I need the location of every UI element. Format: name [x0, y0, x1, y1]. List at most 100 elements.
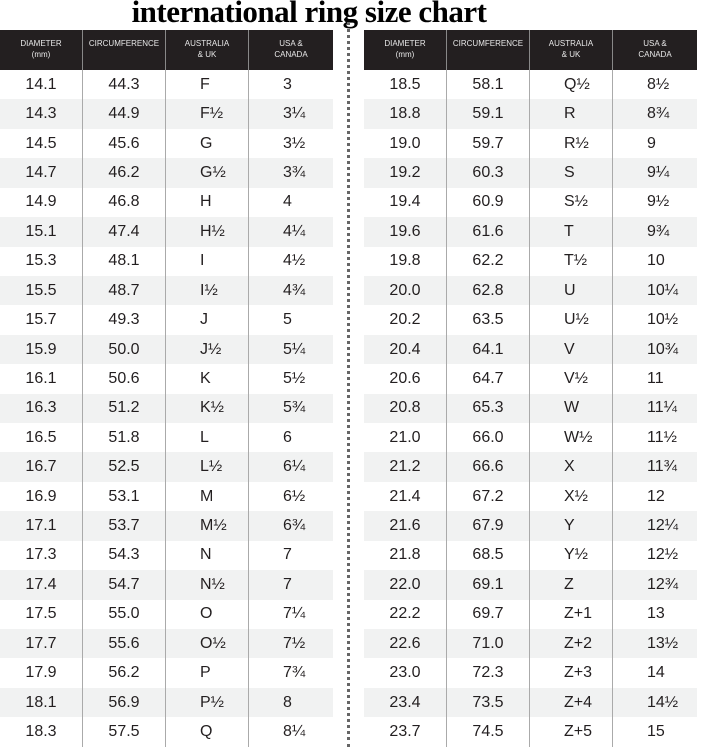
table-row: 15.5 48.7 I½ 4¾ — [0, 275, 333, 306]
header-line: CANADA — [638, 50, 672, 59]
cell-diameter: 21.8 — [364, 540, 447, 571]
cell-circumference: 66.6 — [447, 452, 530, 482]
cell-usa-canada: 5 — [283, 311, 292, 329]
table-row: 19.4 60.9 S½ 9½ — [364, 187, 697, 218]
cell-australia-uk: J — [166, 305, 249, 335]
cell-diameter: 17.1 — [0, 511, 83, 541]
cell-usa-canada: 4 — [283, 193, 292, 211]
table-row: 14.1 44.3 F 3 — [0, 70, 333, 100]
cell-australia-uk: W½ — [530, 423, 613, 453]
header-line: USA & — [643, 39, 667, 48]
cell-australia-uk: Z+1 — [530, 599, 613, 630]
table-row: 21.4 67.2 X½ 12 — [364, 481, 697, 512]
table-row: 19.2 60.3 S 9¼ — [364, 158, 697, 188]
header-line: (mm) — [31, 50, 51, 59]
cell-australia-uk: H — [166, 187, 249, 218]
table-row: 16.3 51.2 K½ 5¾ — [0, 393, 333, 424]
table-row: 20.0 62.8 U 10¼ — [364, 275, 697, 306]
cell-circumference: 53.1 — [83, 481, 166, 512]
cell-usa-canada: 7 — [283, 546, 292, 564]
cell-diameter: 19.4 — [364, 187, 447, 218]
cell-diameter: 17.4 — [0, 570, 83, 600]
cell-diameter: 22.6 — [364, 629, 447, 659]
header-diameter: DIAMETER (mm) — [0, 30, 83, 70]
cell-circumference: 50.6 — [83, 364, 166, 394]
page-title: international ring size chart — [0, 0, 702, 30]
cell-circumference: 46.8 — [83, 187, 166, 218]
cell-australia-uk: S — [530, 158, 613, 188]
cell-usa-canada: 15 — [647, 722, 665, 740]
cell-australia-uk: V — [530, 334, 613, 365]
table-row: 22.6 71.0 Z+2 13½ — [364, 629, 697, 659]
cell-usa-canada: 12 — [647, 487, 665, 505]
table-row: 21.8 68.5 Y½ 12½ — [364, 540, 697, 571]
cell-circumference: 56.2 — [83, 658, 166, 688]
header-line: AUSTRALIA — [548, 39, 594, 48]
cell-circumference: 73.5 — [447, 687, 530, 718]
cell-usa-canada: 7 — [283, 575, 292, 593]
cell-australia-uk: S½ — [530, 187, 613, 218]
cell-usa-canada: 4½ — [283, 252, 306, 270]
cell-diameter: 20.0 — [364, 275, 447, 306]
cell-diameter: 18.5 — [364, 70, 447, 100]
header-line: DIAMETER — [20, 39, 62, 48]
table-row: 17.9 56.2 P 7¾ — [0, 658, 333, 688]
cell-diameter: 14.9 — [0, 187, 83, 218]
cell-usa-canada: 5¾ — [283, 399, 306, 417]
cell-diameter: 14.1 — [0, 70, 83, 100]
cell-diameter: 21.4 — [364, 481, 447, 512]
cell-australia-uk: R½ — [530, 128, 613, 159]
cell-usa-canada: 11¾ — [647, 458, 677, 476]
table-row: 22.2 69.7 Z+1 13 — [364, 599, 697, 630]
cell-usa-canada: 12½ — [647, 546, 679, 564]
table-row: 18.8 59.1 R 8¾ — [364, 99, 697, 129]
cell-australia-uk: M — [166, 481, 249, 512]
table-row: 16.1 50.6 K 5½ — [0, 364, 333, 394]
table-row: 19.0 59.7 R½ 9 — [364, 128, 697, 159]
cell-diameter: 18.1 — [0, 687, 83, 718]
cell-usa-canada: 14 — [647, 664, 665, 682]
cell-usa-canada: 7¼ — [283, 605, 306, 623]
header-line: (mm) — [395, 50, 415, 59]
table-row: 14.7 46.2 G½ 3¾ — [0, 158, 333, 188]
cell-australia-uk: M½ — [166, 511, 249, 541]
cell-australia-uk: L — [166, 423, 249, 453]
cell-diameter: 18.8 — [364, 99, 447, 129]
cell-australia-uk: Q — [166, 717, 249, 747]
cell-diameter: 14.7 — [0, 158, 83, 188]
cell-usa-canada: 3¼ — [283, 105, 306, 123]
cell-australia-uk: W — [530, 393, 613, 424]
cell-diameter: 15.9 — [0, 334, 83, 365]
header-line: CANADA — [274, 50, 308, 59]
cell-circumference: 54.3 — [83, 540, 166, 571]
table-header: DIAMETER (mm) CIRCUMFERENCE AUSTRALIA & UK US… — [0, 30, 333, 70]
cell-circumference: 67.2 — [447, 481, 530, 512]
cell-diameter: 21.6 — [364, 511, 447, 541]
cell-usa-canada: 13½ — [647, 634, 679, 652]
table-header: DIAMETER (mm) CIRCUMFERENCE AUSTRALIA & UK US… — [364, 30, 697, 70]
header-line: CIRCUMFERENCE — [88, 39, 160, 48]
table-row: 14.3 44.9 F½ 3¼ — [0, 99, 333, 129]
cell-usa-canada: 7¾ — [283, 664, 306, 682]
cell-usa-canada: 9 — [647, 134, 656, 152]
cell-circumference: 44.9 — [83, 99, 166, 129]
cell-circumference: 62.8 — [447, 275, 530, 306]
cell-usa-canada: 12¼ — [647, 517, 679, 535]
cell-australia-uk: Z+3 — [530, 658, 613, 688]
cell-circumference: 55.6 — [83, 629, 166, 659]
cell-circumference: 69.1 — [447, 570, 530, 600]
cell-circumference: 71.0 — [447, 629, 530, 659]
cell-usa-canada: 6 — [283, 428, 292, 446]
table-row: 14.9 46.8 H 4 — [0, 187, 333, 218]
cell-diameter: 16.3 — [0, 393, 83, 424]
cell-australia-uk: Z+2 — [530, 629, 613, 659]
cell-diameter: 14.3 — [0, 99, 83, 129]
cell-australia-uk: O — [166, 599, 249, 630]
cell-diameter: 19.2 — [364, 158, 447, 188]
cell-usa-canada: 10½ — [647, 311, 679, 329]
header-line: CIRCUMFERENCE — [452, 39, 524, 48]
table-row: 23.7 74.5 Z+5 15 — [364, 717, 697, 747]
cell-usa-canada: 10¾ — [647, 340, 679, 358]
table-row: 17.3 54.3 N 7 — [0, 540, 333, 571]
cell-circumference: 55.0 — [83, 599, 166, 630]
